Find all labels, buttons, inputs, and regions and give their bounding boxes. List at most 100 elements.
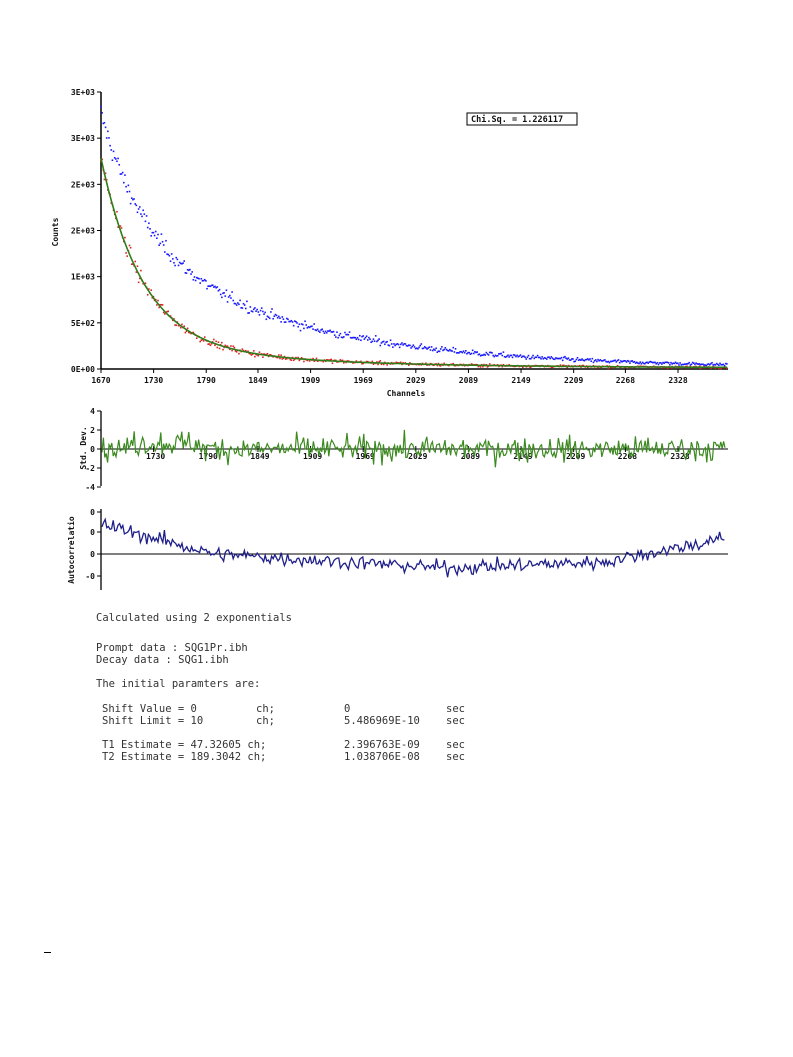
decay-point bbox=[184, 272, 187, 274]
decay-point bbox=[441, 346, 443, 348]
decay-point bbox=[282, 318, 285, 320]
decay-point bbox=[566, 358, 569, 360]
decay-point bbox=[655, 362, 657, 365]
decay-point bbox=[572, 358, 574, 360]
decay-point bbox=[186, 268, 189, 271]
decay-point bbox=[703, 364, 705, 366]
decay-point bbox=[724, 362, 727, 365]
decay-point bbox=[699, 363, 702, 366]
decay-point bbox=[404, 343, 407, 345]
decay-point bbox=[476, 351, 478, 353]
decay-point bbox=[722, 363, 725, 366]
decay-point bbox=[104, 126, 107, 129]
decay-point bbox=[158, 244, 160, 246]
decay-point bbox=[381, 341, 384, 343]
param-value: 0 bbox=[344, 703, 351, 715]
decay-point bbox=[226, 301, 229, 303]
decay-point bbox=[494, 354, 497, 357]
decay-point bbox=[487, 354, 490, 356]
decay-point bbox=[160, 303, 163, 306]
decay-point bbox=[400, 361, 402, 364]
decay-point bbox=[366, 339, 369, 341]
decay-point bbox=[362, 362, 364, 365]
decay-point bbox=[159, 242, 162, 245]
decay-point bbox=[550, 366, 553, 369]
decay-point bbox=[667, 362, 670, 364]
decay-point bbox=[339, 359, 342, 361]
decay-point bbox=[182, 262, 184, 264]
decay-point bbox=[661, 363, 663, 365]
decay-point bbox=[250, 354, 253, 356]
decay-point bbox=[444, 347, 447, 349]
x-tick-label: 2268 bbox=[616, 376, 635, 385]
decay-point bbox=[479, 366, 482, 368]
chi-square-annotation: Chi.Sq. = 1.226117 bbox=[471, 114, 563, 125]
decay-point bbox=[719, 362, 721, 365]
decay-point bbox=[364, 336, 367, 339]
decay-point bbox=[604, 359, 606, 361]
decay-point bbox=[216, 286, 219, 288]
decay-point bbox=[259, 309, 262, 312]
decay-point bbox=[726, 363, 728, 365]
decay-point bbox=[643, 362, 646, 365]
decay-point bbox=[184, 331, 187, 334]
decay-point bbox=[273, 315, 276, 318]
decay-point bbox=[385, 341, 387, 344]
decay-point bbox=[551, 357, 554, 359]
decay-point bbox=[341, 359, 344, 362]
param-label: Shift Value = 0 bbox=[102, 703, 197, 715]
decay-point bbox=[141, 215, 143, 218]
decay-point bbox=[223, 292, 225, 294]
decay-point bbox=[423, 346, 426, 348]
decay-point bbox=[199, 282, 201, 284]
decay-point bbox=[395, 343, 398, 346]
decay-point bbox=[117, 157, 119, 160]
decay-point bbox=[493, 355, 496, 358]
decay-point bbox=[450, 349, 452, 352]
decay-point bbox=[146, 293, 149, 296]
decay-point bbox=[698, 365, 701, 367]
decay-point bbox=[144, 220, 147, 223]
decay-point bbox=[329, 329, 331, 332]
decay-point bbox=[519, 354, 522, 356]
decay-point bbox=[528, 357, 531, 360]
decay-point bbox=[679, 362, 681, 364]
decay-point bbox=[164, 313, 166, 315]
y-tick-label: 3E+03 bbox=[71, 134, 95, 143]
decay-point bbox=[209, 285, 212, 288]
decay-point bbox=[599, 359, 602, 361]
decay-point bbox=[680, 364, 683, 366]
decay-point bbox=[255, 310, 257, 313]
decay-point bbox=[304, 320, 306, 323]
decay-point bbox=[343, 336, 345, 338]
decay-point bbox=[559, 364, 562, 366]
decay-point bbox=[227, 296, 230, 298]
x-tick-label: 1790 bbox=[197, 376, 216, 385]
decay-point bbox=[575, 358, 578, 361]
decay-point bbox=[591, 357, 594, 360]
decay-point bbox=[246, 300, 248, 303]
decay-point bbox=[694, 363, 696, 366]
decay-point bbox=[291, 321, 294, 323]
decay-point bbox=[673, 362, 676, 365]
decay-point bbox=[412, 344, 415, 346]
decay-point bbox=[463, 351, 466, 354]
residuals-y-label: Std. Dev. bbox=[79, 426, 88, 469]
residual-x-tick-label: 2029 bbox=[408, 452, 427, 461]
decay-point bbox=[160, 233, 163, 235]
decay-point bbox=[377, 363, 379, 366]
decay-point bbox=[215, 286, 217, 289]
decay-point bbox=[169, 315, 172, 317]
decay-point bbox=[708, 364, 711, 366]
decay-point bbox=[600, 359, 603, 362]
decay-point bbox=[311, 325, 313, 328]
decay-point bbox=[103, 121, 106, 124]
decay-point bbox=[435, 347, 437, 350]
decay-point bbox=[468, 351, 471, 354]
decay-point bbox=[159, 304, 162, 306]
decay-point bbox=[195, 276, 198, 279]
decay-point bbox=[434, 349, 436, 351]
decay-point bbox=[482, 354, 484, 357]
decay-point bbox=[107, 130, 109, 133]
decay-point bbox=[518, 355, 521, 357]
